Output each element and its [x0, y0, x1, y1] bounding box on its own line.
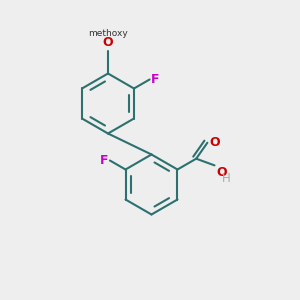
Text: F: F	[151, 73, 160, 86]
Text: methoxy: methoxy	[88, 29, 128, 38]
Text: O: O	[209, 136, 220, 149]
Text: F: F	[100, 154, 108, 167]
Text: O: O	[103, 37, 113, 50]
Text: H: H	[222, 172, 230, 185]
Text: O: O	[216, 166, 227, 179]
